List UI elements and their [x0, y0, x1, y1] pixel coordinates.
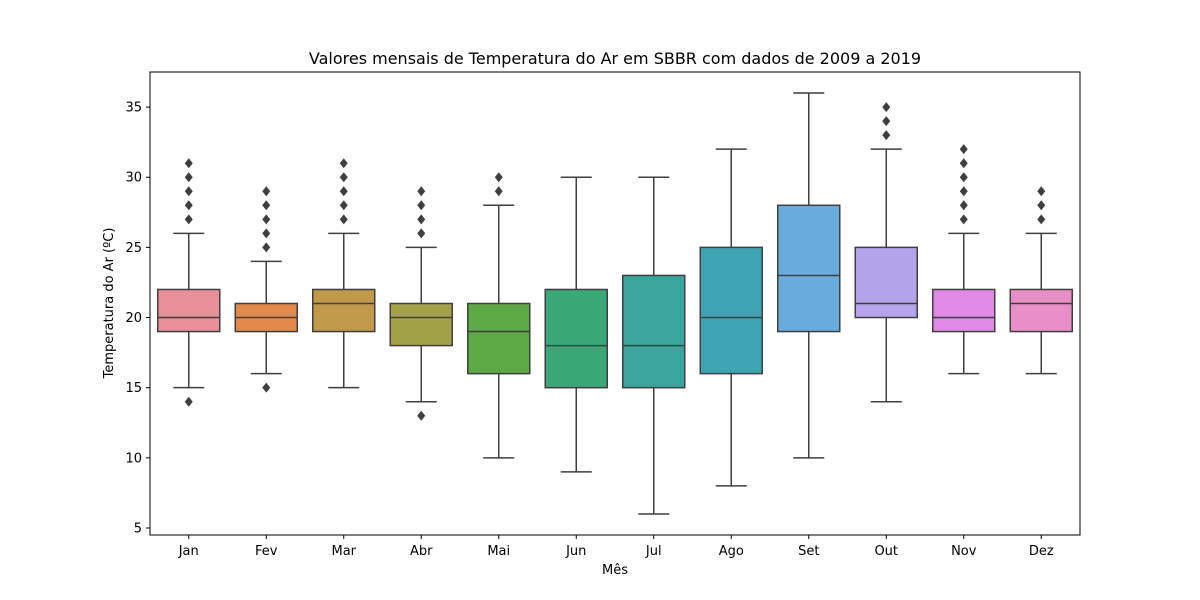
box-dez [1009, 186, 1073, 375]
iqr-box [467, 302, 531, 375]
outlier-point [262, 242, 271, 253]
outlier-point [882, 102, 891, 113]
outlier-point [184, 186, 193, 197]
iqr-box [932, 288, 996, 333]
iqr-box [157, 288, 221, 333]
outlier-point [1037, 200, 1046, 211]
outlier-point [882, 130, 891, 141]
outlier-point [184, 158, 193, 169]
box-abr [389, 186, 453, 421]
iqr-box [622, 274, 686, 389]
y-tick-label: 30 [125, 171, 142, 186]
iqr-box [777, 204, 841, 333]
iqr-box [312, 288, 376, 333]
iqr-box [544, 288, 608, 389]
outlier-point [959, 186, 968, 197]
outlier-point [959, 200, 968, 211]
x-tick-label: Abr [410, 544, 433, 559]
outlier-point [1037, 214, 1046, 225]
y-tick-label: 25 [125, 241, 142, 256]
axes-frame [149, 71, 1081, 536]
box-nov [932, 144, 996, 375]
x-tick-label: Nov [951, 544, 977, 559]
outlier-point [184, 396, 193, 407]
box-mai [467, 172, 531, 459]
box-ago [699, 148, 763, 487]
y-tick-label: 10 [125, 451, 142, 466]
outlier-point [1037, 186, 1046, 197]
x-tick-label: Dez [1029, 544, 1054, 559]
box-mar [312, 158, 376, 389]
x-tick-label: Out [874, 544, 898, 559]
y-axis-label: Temperatura do Ar (ºC) [102, 228, 117, 380]
outlier-point [882, 116, 891, 127]
x-tick-label: Ago [719, 544, 744, 559]
outlier-point [339, 214, 348, 225]
outlier-point [417, 214, 426, 225]
outlier-point [184, 214, 193, 225]
outlier-point [417, 200, 426, 211]
x-tick-label: Jan [178, 544, 199, 559]
x-tick-label: Jun [565, 544, 586, 559]
outlier-point [959, 144, 968, 155]
outlier-point [339, 158, 348, 169]
outlier-point [339, 172, 348, 183]
outlier-point [262, 186, 271, 197]
x-tick-label: Mai [487, 544, 510, 559]
box-jul [622, 176, 686, 515]
outlier-point [959, 172, 968, 183]
outlier-point [184, 172, 193, 183]
box-set [777, 92, 841, 459]
plot-area: 5 10 15 20 25 30 35 Jan Fev Mar Abr Mai Jun Jul Ago Set… [125, 92, 1073, 559]
x-tick-label: Mar [331, 544, 356, 559]
outlier-point [959, 158, 968, 169]
iqr-box [854, 246, 918, 319]
outlier-point [417, 186, 426, 197]
outlier-point [262, 228, 271, 239]
outlier-point [417, 228, 426, 239]
outlier-point [262, 200, 271, 211]
outlier-point [339, 200, 348, 211]
x-tick-label: Fev [255, 544, 278, 559]
chart-title: Valores mensais de Temperatura do Ar em … [309, 49, 921, 68]
x-axis-label: Mês [602, 563, 628, 578]
outlier-point [417, 410, 426, 421]
outlier-point [339, 186, 348, 197]
box-fev [234, 186, 298, 393]
outlier-point [494, 186, 503, 197]
y-tick-label: 35 [125, 101, 142, 116]
x-tick-label: Set [798, 544, 819, 559]
outlier-point [959, 214, 968, 225]
outlier-point [262, 214, 271, 225]
y-tick-label: 20 [125, 311, 142, 326]
box-out [854, 102, 918, 403]
x-tick-label: Jul [645, 544, 662, 559]
outlier-point [262, 382, 271, 393]
box-jan [157, 158, 221, 407]
outlier-point [184, 200, 193, 211]
y-tick-label: 15 [125, 381, 142, 396]
box-jun [544, 176, 608, 473]
iqr-box [1009, 288, 1073, 333]
y-tick-label: 5 [134, 521, 142, 536]
iqr-box [389, 302, 453, 347]
outlier-point [494, 172, 503, 183]
iqr-box [699, 246, 763, 375]
